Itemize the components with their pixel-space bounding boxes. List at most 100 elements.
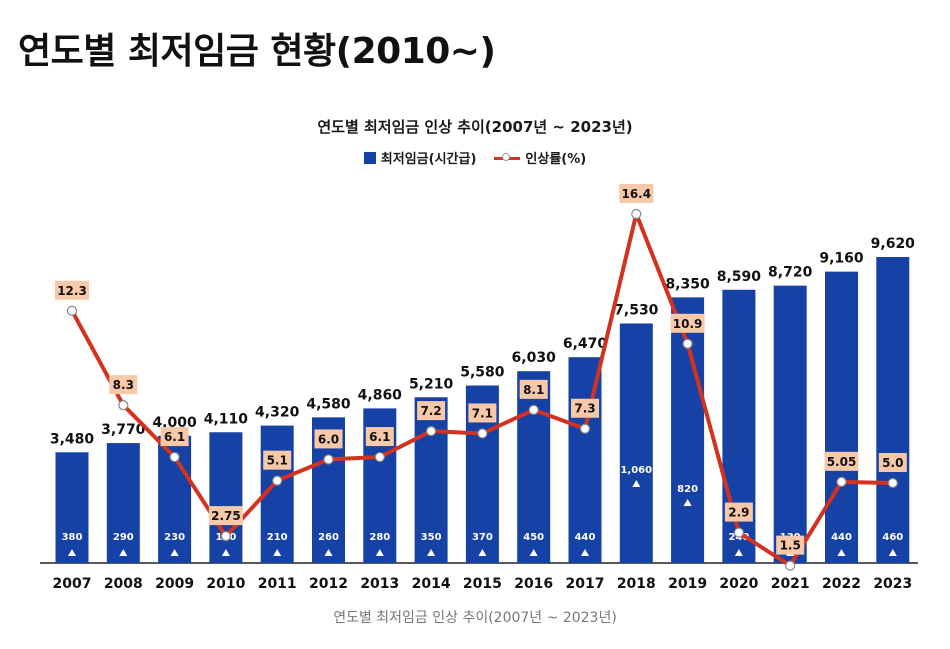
bar-2022	[825, 271, 858, 563]
increase-triangle-icon	[734, 549, 743, 556]
rate-marker	[374, 451, 385, 463]
rate-label-box	[619, 184, 654, 203]
bar-2007	[55, 452, 89, 563]
rate-marker	[528, 404, 539, 415]
rate-value-label: 16.4	[621, 187, 651, 201]
legend-item-rate: 인상률(%)	[494, 148, 586, 167]
rate-marker	[887, 477, 898, 489]
increase-triangle-icon	[837, 549, 846, 556]
increase-triangle-icon	[683, 499, 692, 506]
x-tick-label: 2023	[873, 576, 912, 592]
rate-value-label: 5.1	[267, 454, 288, 468]
x-tick-label: 2018	[617, 576, 656, 592]
legend-item-wage: 최저임금(시간급)	[363, 148, 477, 167]
rate-marker	[682, 338, 693, 349]
increase-triangle-icon	[375, 549, 384, 556]
chart-title: 연도별 최저임금 인상 추이(2007년 ~ 2023년)	[317, 118, 633, 136]
increase-label: 450	[523, 532, 544, 543]
bar-value-label: 7,530	[614, 302, 659, 318]
x-tick-label: 2019	[668, 576, 707, 592]
x-tick-label: 2011	[258, 576, 297, 592]
rate-label-box	[314, 429, 343, 449]
rate-label-box	[571, 398, 599, 418]
x-tick-label: 2010	[206, 576, 245, 592]
rate-value-label: 12.3	[57, 284, 87, 298]
bar-value-label: 4,000	[152, 415, 197, 431]
x-tick-label: 2007	[53, 576, 92, 592]
increase-label: 260	[318, 532, 339, 543]
rate-value-label: 8.3	[113, 378, 134, 392]
rate-value-label: 2.75	[211, 509, 241, 523]
bar-value-label: 4,110	[204, 411, 249, 427]
increase-label: 820	[677, 484, 698, 495]
rate-marker	[733, 527, 745, 538]
bar-2017	[568, 357, 602, 563]
increase-label: 290	[113, 532, 134, 543]
rate-marker	[66, 305, 78, 316]
rate-label-box	[160, 427, 189, 447]
legend-label-wage: 최저임금(시간급)	[380, 152, 477, 167]
rate-label-box	[109, 375, 138, 395]
bar-value-label: 3,770	[101, 422, 146, 438]
bar-2014	[414, 397, 448, 563]
bar-2023	[876, 257, 910, 563]
bar-value-label: 5,210	[409, 376, 454, 392]
rate-value-label: 7.1	[472, 406, 493, 420]
rate-label-box	[776, 535, 805, 555]
rate-value-label: 6.1	[164, 430, 185, 444]
increase-label: 380	[62, 532, 83, 543]
x-tick-label: 2012	[309, 576, 348, 592]
rate-value-label: 6.1	[369, 430, 390, 444]
bar-value-label: 6,030	[512, 350, 557, 366]
bar-value-label: 8,590	[717, 269, 762, 285]
rate-marker	[323, 454, 334, 465]
rate-value-label: 10.9	[673, 317, 703, 331]
legend-line-swatch	[494, 152, 521, 164]
bar-value-label: 5,580	[460, 365, 505, 381]
increase-label: 350	[421, 532, 442, 543]
bar-value-label: 8,350	[665, 276, 710, 292]
bar-2010	[209, 432, 243, 563]
x-tick-label: 2016	[514, 576, 553, 592]
rate-label-box	[55, 280, 89, 300]
x-tick-label: 2009	[155, 576, 194, 592]
increase-triangle-icon	[170, 549, 179, 556]
bar-2008	[106, 443, 140, 563]
increase-label: 1,060	[620, 465, 652, 476]
rate-label-box	[519, 379, 548, 399]
rate-label-box	[263, 450, 292, 470]
rate-label-box	[468, 403, 497, 423]
rate-value-label: 7.2	[420, 404, 441, 418]
x-tick-label: 2021	[771, 576, 810, 592]
bar-value-label: 4,580	[306, 396, 351, 412]
rate-marker	[118, 400, 129, 411]
rate-label-box	[365, 427, 394, 447]
increase-triangle-icon	[221, 549, 230, 556]
increase-label: 370	[472, 532, 493, 543]
increase-label: 460	[882, 532, 903, 543]
bar-value-label: 9,160	[819, 251, 864, 267]
rate-marker	[785, 560, 796, 571]
rate-marker	[836, 476, 847, 487]
rate-marker	[477, 428, 488, 439]
rate-label-box	[417, 401, 446, 421]
increase-triangle-icon	[581, 549, 589, 556]
rate-value-label: 6.0	[318, 432, 339, 446]
rate-marker	[220, 531, 231, 542]
x-tick-label: 2022	[822, 576, 861, 592]
increase-triangle-icon	[324, 549, 333, 556]
bar-2021	[773, 285, 807, 563]
x-tick-label: 2013	[360, 576, 399, 592]
increase-triangle-icon	[478, 549, 487, 556]
rate-label-box	[878, 453, 907, 473]
bar-2020	[722, 289, 756, 563]
x-tick-label: 2008	[104, 576, 143, 592]
chart-legend: 최저임금(시간급) 인상률(%)	[0, 148, 950, 167]
legend-label-rate: 인상률(%)	[525, 152, 587, 167]
rate-value-label: 2.9	[728, 506, 749, 520]
bar-2019	[671, 297, 705, 563]
increase-triangle-icon	[529, 549, 538, 556]
rate-value-label: 7.3	[574, 402, 595, 416]
rate-marker	[426, 425, 437, 437]
